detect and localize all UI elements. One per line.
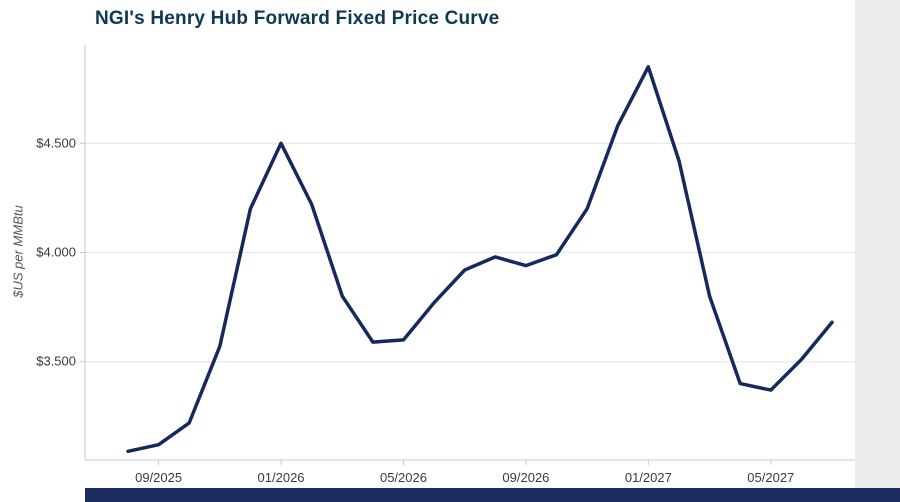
x-tick-label: 01/2027 bbox=[625, 470, 672, 485]
footer-bar bbox=[85, 488, 900, 502]
y-tick-label: $4.000 bbox=[36, 245, 76, 260]
price-line bbox=[126, 65, 834, 454]
chart-title: NGI's Henry Hub Forward Fixed Price Curv… bbox=[95, 8, 500, 29]
y-axis-label: $US per MMBtu bbox=[10, 205, 26, 298]
x-tick-label: 01/2026 bbox=[258, 470, 305, 485]
x-tick-label: 05/2026 bbox=[380, 470, 427, 485]
page-side-margin bbox=[855, 0, 900, 502]
x-tick-label: 05/2027 bbox=[747, 470, 794, 485]
x-tick-label: 09/2026 bbox=[502, 470, 549, 485]
x-tick-label: 09/2025 bbox=[135, 470, 182, 485]
y-tick-label: $3.500 bbox=[36, 354, 76, 369]
y-tick-label: $4.500 bbox=[36, 135, 76, 150]
